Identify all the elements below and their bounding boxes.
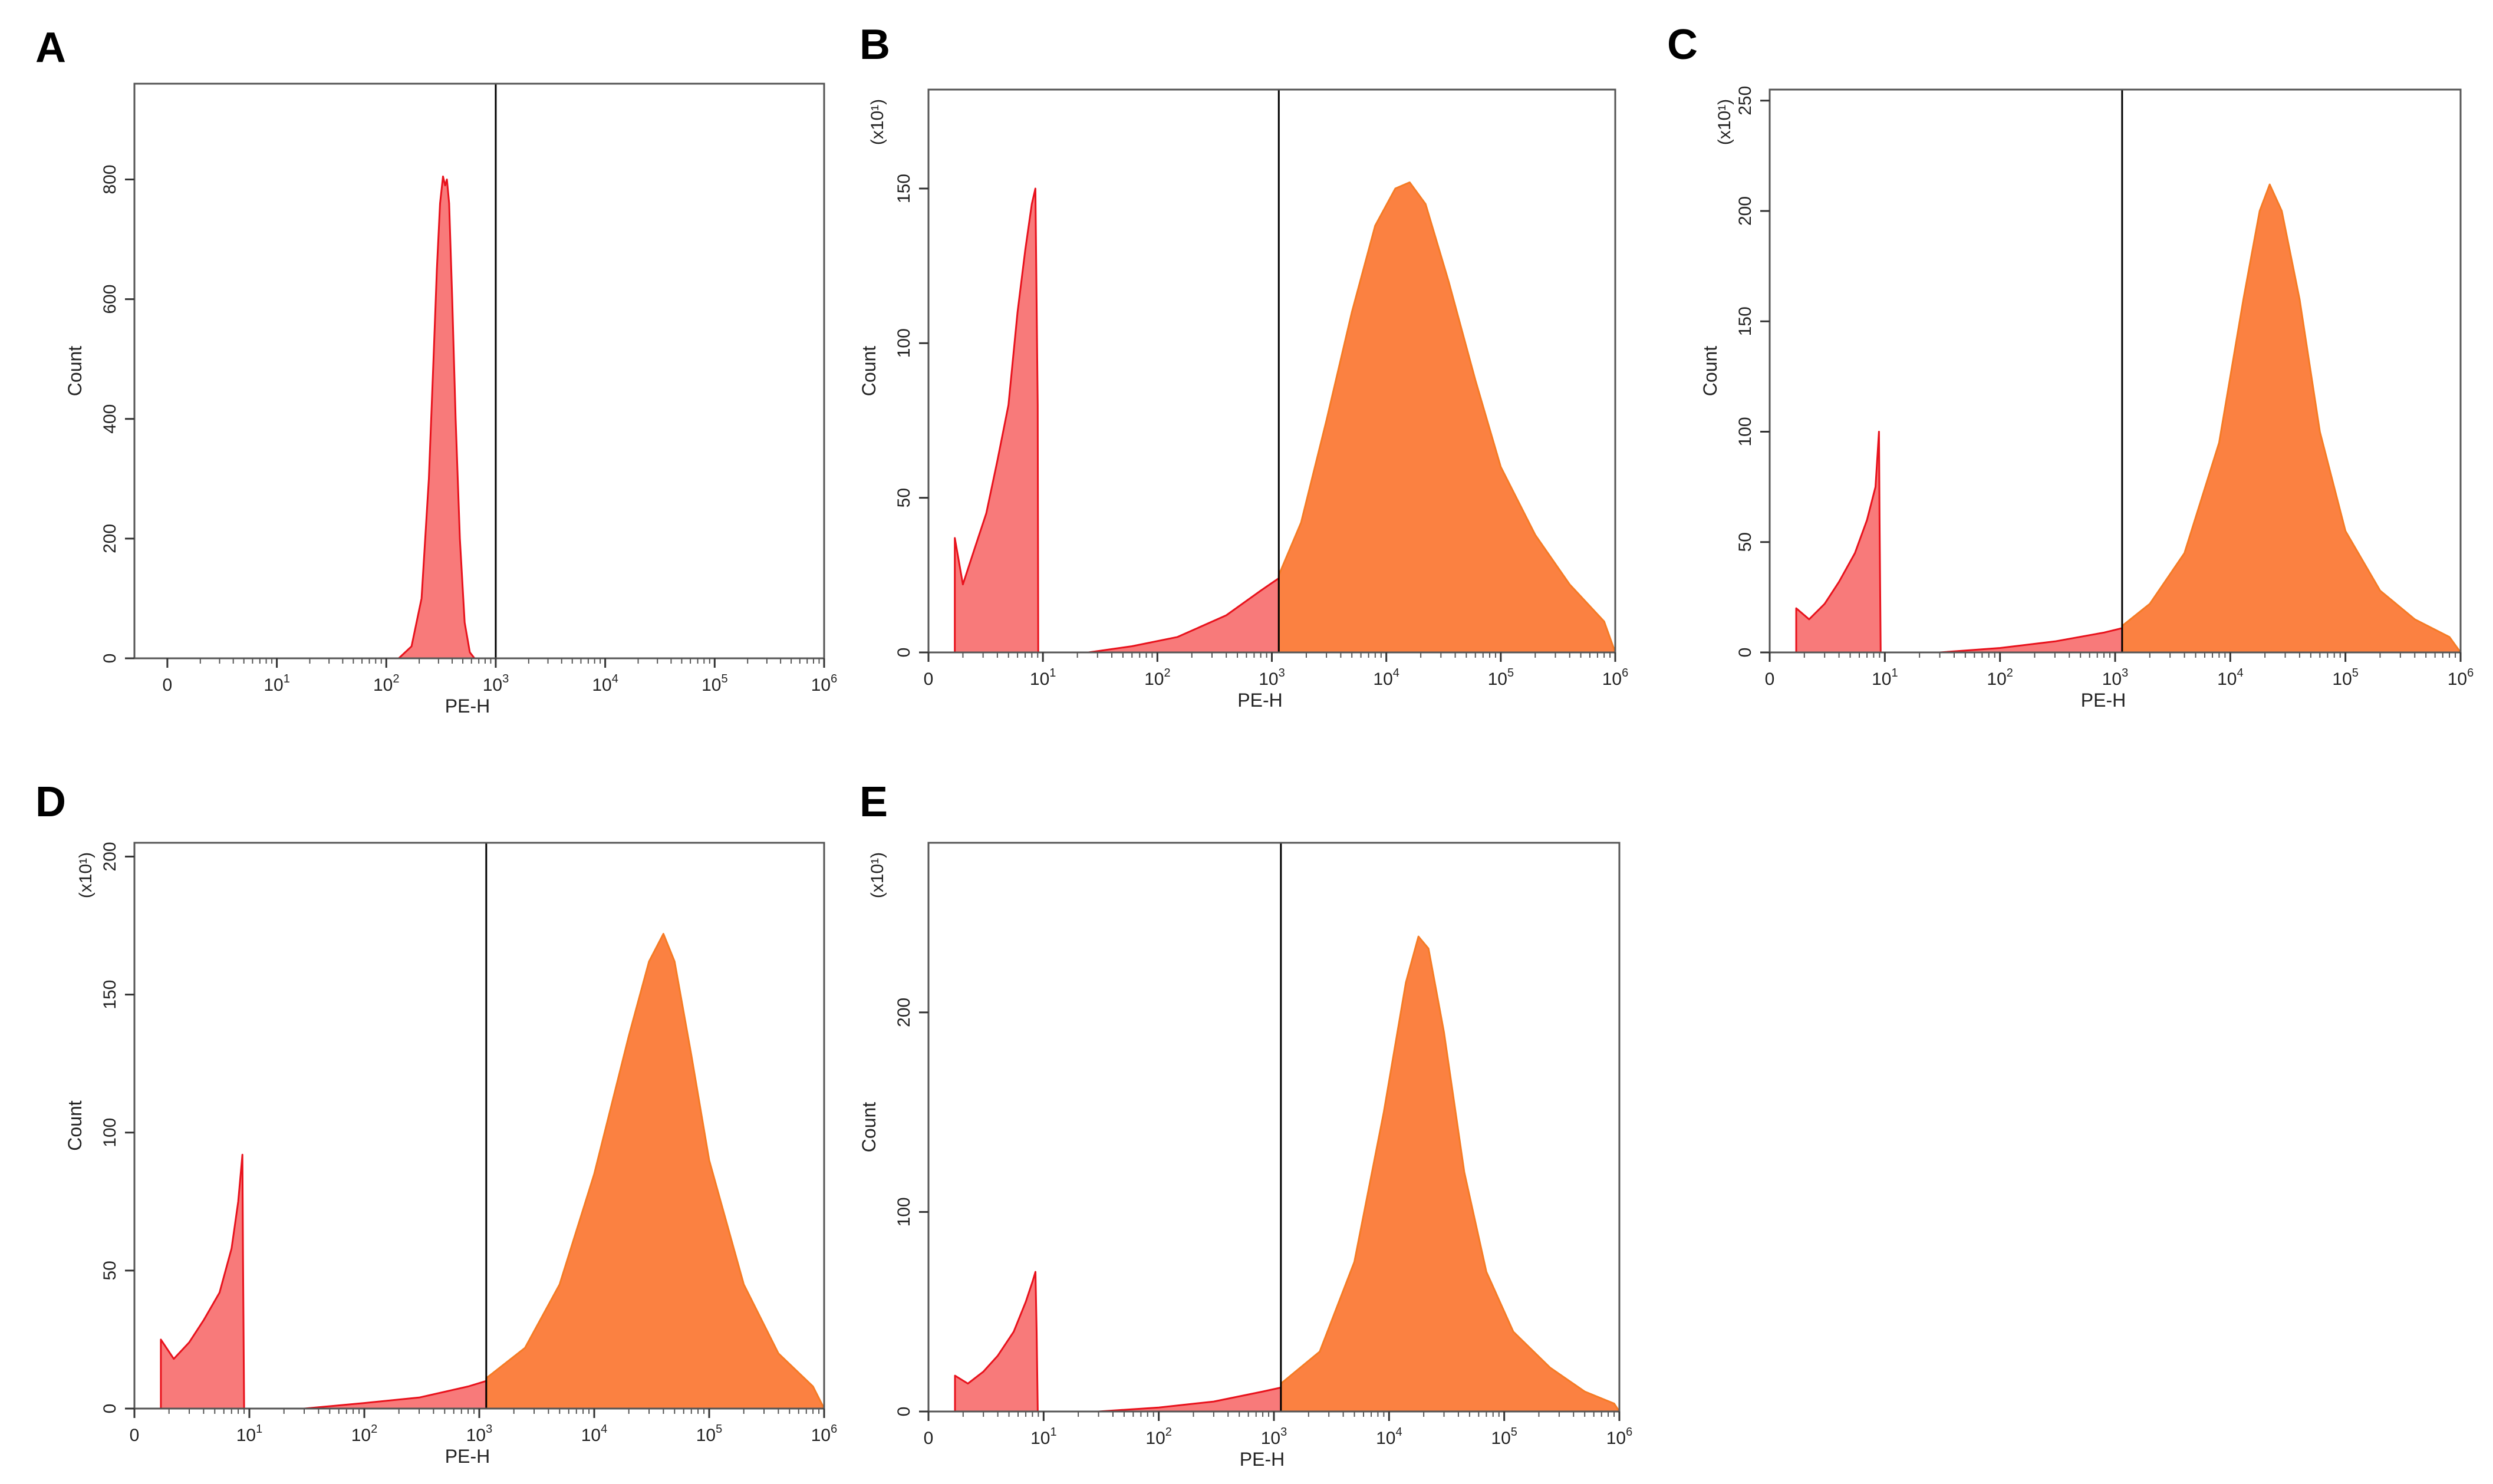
x-tick-label: 0: [1765, 670, 1775, 689]
y-tick-label: 0: [100, 1404, 120, 1414]
x-axis-title: PE-H: [1240, 1449, 1285, 1470]
panel-d: D 0 101 102 103 104 105 106 0 50 100 150 200 PE-H Coun…: [35, 779, 837, 1467]
y-tick-label: 200: [1735, 196, 1755, 226]
y-tick-label: 600: [100, 285, 120, 314]
y-tick-label: 100: [894, 328, 914, 358]
histogram-positive-e: [1280, 935, 1621, 1413]
y-tick-label: 0: [100, 654, 120, 664]
x-tick-label: 106: [1606, 1426, 1633, 1448]
y-axis-title: Count: [858, 346, 880, 397]
y-multiplier-label: (x10¹): [76, 852, 95, 898]
y-tick-label: 150: [100, 980, 120, 1010]
x-tick-label: 102: [351, 1423, 378, 1445]
x-tick-label: 103: [2102, 667, 2129, 689]
histogram-negative-d: [160, 1153, 488, 1410]
x-tick-label: 103: [1259, 667, 1285, 689]
histogram-negative-e: [954, 1271, 1282, 1413]
y-tick-label: 50: [894, 488, 914, 507]
histogram-positive-d: [485, 933, 825, 1410]
y-tick-label: 100: [100, 1118, 120, 1147]
histogram-positive-b: [1277, 181, 1616, 654]
y-multiplier-label: (x10¹): [868, 99, 887, 145]
x-tick-label: 102: [1145, 1426, 1172, 1448]
y-axis-title: Count: [1700, 346, 1721, 397]
histogram-negative-c: [1795, 431, 2123, 654]
y-multiplier-label: (x10¹): [868, 852, 887, 898]
y-tick-label: 100: [894, 1197, 914, 1226]
y-axis-title: Count: [64, 346, 85, 397]
y-tick-label: 0: [894, 1407, 914, 1417]
y-axis-title: Count: [64, 1100, 85, 1151]
x-tick-label: 0: [130, 1426, 140, 1445]
y-tick-label: 0: [1735, 648, 1755, 658]
x-tick-label: 106: [811, 1423, 838, 1445]
y-tick-label: 400: [100, 404, 120, 434]
x-tick-label: 102: [373, 672, 400, 695]
x-axis-title: PE-H: [445, 1446, 490, 1467]
x-tick-label: 106: [811, 672, 838, 695]
panel-letter: C: [1667, 21, 1698, 68]
panel-letter: E: [859, 779, 888, 826]
panel-letter: D: [35, 779, 66, 826]
x-tick-label: 105: [2332, 667, 2359, 689]
histogram-positive-c: [2121, 183, 2462, 654]
x-tick-label: 103: [466, 1423, 493, 1445]
x-tick-label: 105: [702, 672, 728, 695]
y-tick-label: 150: [1735, 306, 1755, 336]
x-tick-label: 0: [163, 675, 173, 695]
panel-b: B 0 101 102 103 104 105 106 0 50 100 150 PE-H Count (x…: [858, 21, 1628, 711]
x-tick-label: 104: [2217, 667, 2244, 689]
y-tick-label: 0: [894, 648, 914, 658]
y-axis-title: Count: [858, 1102, 880, 1153]
x-tick-label: 101: [264, 672, 290, 695]
plot-frame: [133, 83, 825, 659]
y-tick-label: 200: [100, 842, 120, 871]
x-axis-title: PE-H: [445, 695, 490, 717]
panel-letter: B: [859, 21, 890, 68]
panel-e: E 0 101 102 103 104 105 106 0 100 200 PE-H Count (x10…: [858, 779, 1632, 1470]
x-tick-label: 101: [1030, 667, 1056, 689]
y-tick-label: 200: [894, 998, 914, 1027]
x-tick-label: 104: [1373, 667, 1399, 689]
x-tick-label: 104: [581, 1423, 608, 1445]
panel-a: A 0 101 102 103 104 105 106 0 200 400 600 800 PE-H Cou…: [35, 24, 837, 717]
x-tick-label: 102: [1144, 667, 1171, 689]
x-tick-label: 101: [1872, 667, 1898, 689]
x-tick-label: 104: [1376, 1426, 1402, 1448]
histogram-negative-a: [397, 175, 476, 659]
histogram-negative-b: [954, 187, 1280, 654]
x-tick-label: 106: [1602, 667, 1629, 689]
x-tick-label: 106: [2448, 667, 2474, 689]
x-axis-title: PE-H: [2081, 690, 2126, 711]
x-axis-title: PE-H: [1237, 690, 1282, 711]
panel-c: C 0 101 102 103 104 105 106 0 50 100 150 200 250 PE-H C…: [1667, 21, 2474, 711]
x-tick-label: 103: [1261, 1426, 1287, 1448]
x-tick-label: 101: [1030, 1426, 1057, 1448]
y-tick-label: 800: [100, 164, 120, 194]
y-tick-label: 50: [100, 1261, 120, 1280]
x-tick-label: 105: [1488, 667, 1514, 689]
y-tick-label: 100: [1735, 417, 1755, 446]
x-tick-label: 103: [483, 672, 509, 695]
y-tick-label: 250: [1735, 86, 1755, 116]
y-tick-label: 150: [894, 174, 914, 203]
y-tick-label: 200: [100, 524, 120, 553]
x-tick-label: 0: [924, 670, 934, 689]
x-tick-label: 105: [696, 1423, 723, 1445]
x-tick-label: 101: [236, 1423, 263, 1445]
y-tick-label: 50: [1735, 532, 1755, 552]
x-tick-label: 105: [1491, 1426, 1517, 1448]
x-tick-label: 102: [1987, 667, 2013, 689]
panel-letter: A: [35, 24, 66, 71]
x-tick-label: 0: [924, 1429, 934, 1448]
x-tick-label: 104: [592, 672, 618, 695]
y-multiplier-label: (x10¹): [1715, 99, 1734, 145]
